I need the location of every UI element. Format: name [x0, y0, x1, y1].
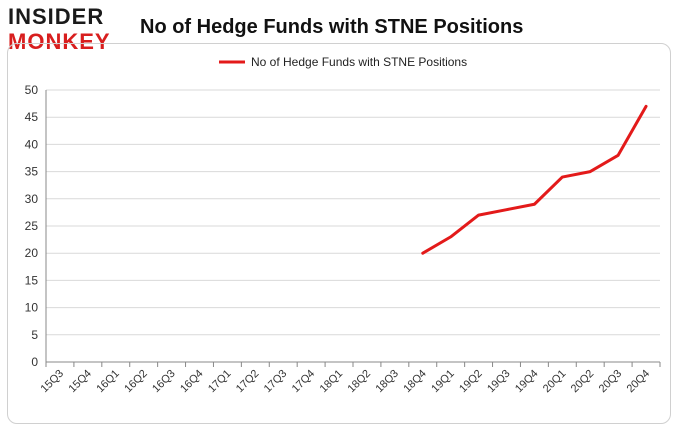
x-tick-label: 20Q1 [541, 368, 569, 396]
x-tick-label: 18Q2 [346, 368, 374, 396]
x-tick-label: 17Q2 [234, 368, 262, 396]
logo-line-1: INSIDER [8, 4, 105, 29]
x-tick-label: 16Q4 [178, 368, 206, 396]
y-tick-label: 25 [25, 219, 39, 233]
x-tick-label: 20Q4 [625, 368, 653, 396]
x-tick-label: 16Q1 [94, 368, 122, 396]
chart-title: No of Hedge Funds with STNE Positions [140, 16, 524, 38]
axes [45, 90, 661, 367]
x-tick-label: 19Q4 [513, 368, 541, 396]
y-tick-label: 35 [25, 165, 39, 179]
grid-lines [46, 89, 660, 336]
y-tick-label: 50 [25, 83, 39, 97]
series-line [421, 104, 648, 255]
x-tick-label: 18Q4 [401, 368, 429, 396]
y-tick-label: 10 [25, 301, 39, 315]
x-tick-label: 20Q3 [597, 368, 625, 396]
y-tick-label: 30 [25, 192, 39, 206]
x-tick-label: 16Q2 [122, 368, 150, 396]
chart-frame [7, 43, 671, 424]
legend: No of Hedge Funds with STNE Positions [219, 55, 467, 69]
x-tick-label: 19Q3 [485, 368, 513, 396]
x-tick-label: 17Q1 [206, 368, 234, 396]
x-tick-label: 17Q4 [290, 368, 318, 396]
x-tick-label: 19Q2 [457, 368, 485, 396]
x-tick-label: 19Q1 [429, 368, 457, 396]
y-tick-label: 0 [31, 355, 38, 369]
x-tick-label: 17Q3 [262, 368, 290, 396]
insider-monkey-logo: INSIDER MONKEY [8, 4, 126, 56]
x-tick-labels: 15Q3 15Q4 16Q1 16Q2 16Q3 16Q4 17Q1 17Q2 17Q3 17Q4… [39, 368, 653, 396]
logo-line-2: MONKEY [8, 29, 111, 54]
y-tick-labels: 0 5 10 15 20 25 30 35 40 45 50 [25, 83, 39, 369]
x-tick-label: 20Q2 [569, 368, 597, 396]
series-lines [421, 104, 648, 255]
x-tick-label: 15Q4 [66, 368, 94, 396]
x-tick-label: 18Q1 [318, 368, 346, 396]
y-tick-label: 20 [25, 246, 39, 260]
x-tick-label: 15Q3 [39, 368, 67, 396]
y-tick-label: 5 [31, 328, 38, 342]
y-tick-label: 40 [25, 137, 39, 151]
x-tick-label: 18Q3 [373, 368, 401, 396]
y-tick-label: 45 [25, 110, 39, 124]
x-tick-label: 16Q3 [150, 368, 178, 396]
y-tick-label: 15 [25, 273, 39, 287]
legend-label: No of Hedge Funds with STNE Positions [251, 55, 467, 69]
